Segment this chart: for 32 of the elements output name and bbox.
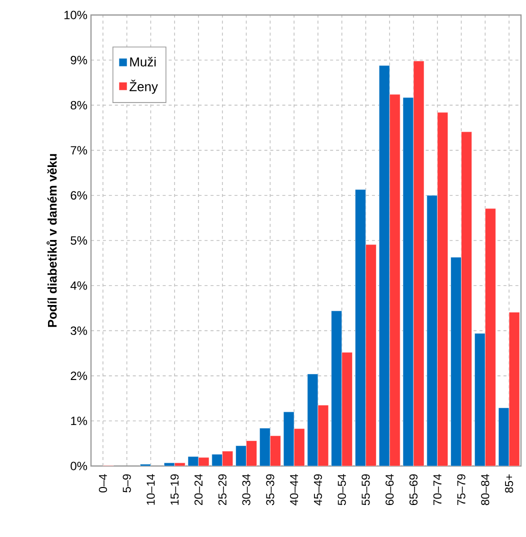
x-tick-label: 40–44 (290, 474, 298, 506)
x-tick-label: 85+ (505, 474, 514, 493)
x-tick-label: 25–29 (218, 474, 226, 506)
x-tick-label: 5–9 (122, 474, 131, 492)
y-tick-label: 8% (70, 100, 88, 110)
y-tick-label: 6% (70, 191, 88, 200)
x-tick-label: 10–14 (146, 474, 155, 505)
x-tick-label: 35–39 (266, 474, 274, 506)
x-tick-label: 55–59 (362, 474, 370, 506)
y-tick-label: 2% (70, 372, 88, 380)
x-tick-label: 65–69 (409, 474, 418, 506)
x-tick-label: 15–19 (170, 474, 179, 505)
x-tick-label: 50–54 (338, 474, 346, 506)
x-tick-label: 60–64 (386, 474, 394, 506)
x-tick-label: 75–79 (457, 474, 466, 506)
y-axis-title: Podíl diabetiků v daném věku (46, 154, 57, 327)
x-tick-label: 30–34 (242, 474, 250, 506)
y-tick-label: 7% (70, 146, 88, 154)
legend-label: Ženy (130, 80, 158, 94)
y-tick-label: 5% (70, 236, 88, 245)
y-tick-label: 3% (70, 326, 88, 335)
x-tick-label: 0–4 (98, 474, 107, 492)
x-tick-label: 80–84 (481, 474, 490, 506)
y-tick-label: 9% (70, 56, 88, 64)
y-tick-label: 1% (71, 416, 88, 426)
legend-label: Muži (130, 56, 156, 66)
x-tick-label: 70–74 (433, 474, 442, 506)
y-tick-label: 0% (70, 462, 88, 470)
y-tick-label: 4% (70, 281, 88, 290)
y-tick-label: 10% (64, 10, 88, 20)
x-tick-label: 45–49 (314, 474, 322, 506)
x-tick-label: 20–24 (194, 474, 203, 506)
